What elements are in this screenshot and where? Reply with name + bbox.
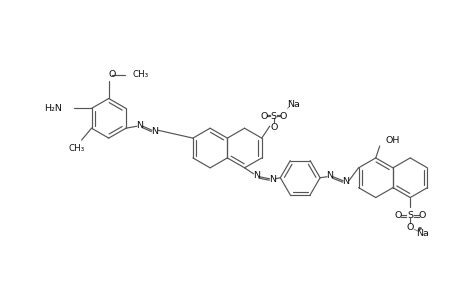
Text: O: O: [280, 112, 287, 121]
Text: N: N: [326, 171, 333, 180]
Text: S: S: [270, 112, 276, 121]
Text: N: N: [341, 177, 349, 186]
Text: H₂N: H₂N: [44, 104, 62, 113]
Text: N: N: [269, 175, 275, 184]
Text: S: S: [406, 211, 412, 220]
Text: CH₃: CH₃: [68, 143, 84, 152]
Text: OH: OH: [385, 136, 399, 145]
Text: O: O: [418, 211, 425, 220]
Text: O: O: [406, 223, 413, 232]
Text: N: N: [252, 171, 259, 180]
Text: O: O: [394, 211, 401, 220]
Text: Na: Na: [286, 100, 299, 109]
Text: Na: Na: [415, 229, 428, 238]
Text: N: N: [151, 127, 158, 136]
Text: O: O: [259, 112, 267, 121]
Text: O: O: [108, 70, 115, 79]
Text: O: O: [269, 123, 277, 132]
Text: CH₃: CH₃: [132, 70, 149, 79]
Text: N: N: [136, 121, 143, 130]
